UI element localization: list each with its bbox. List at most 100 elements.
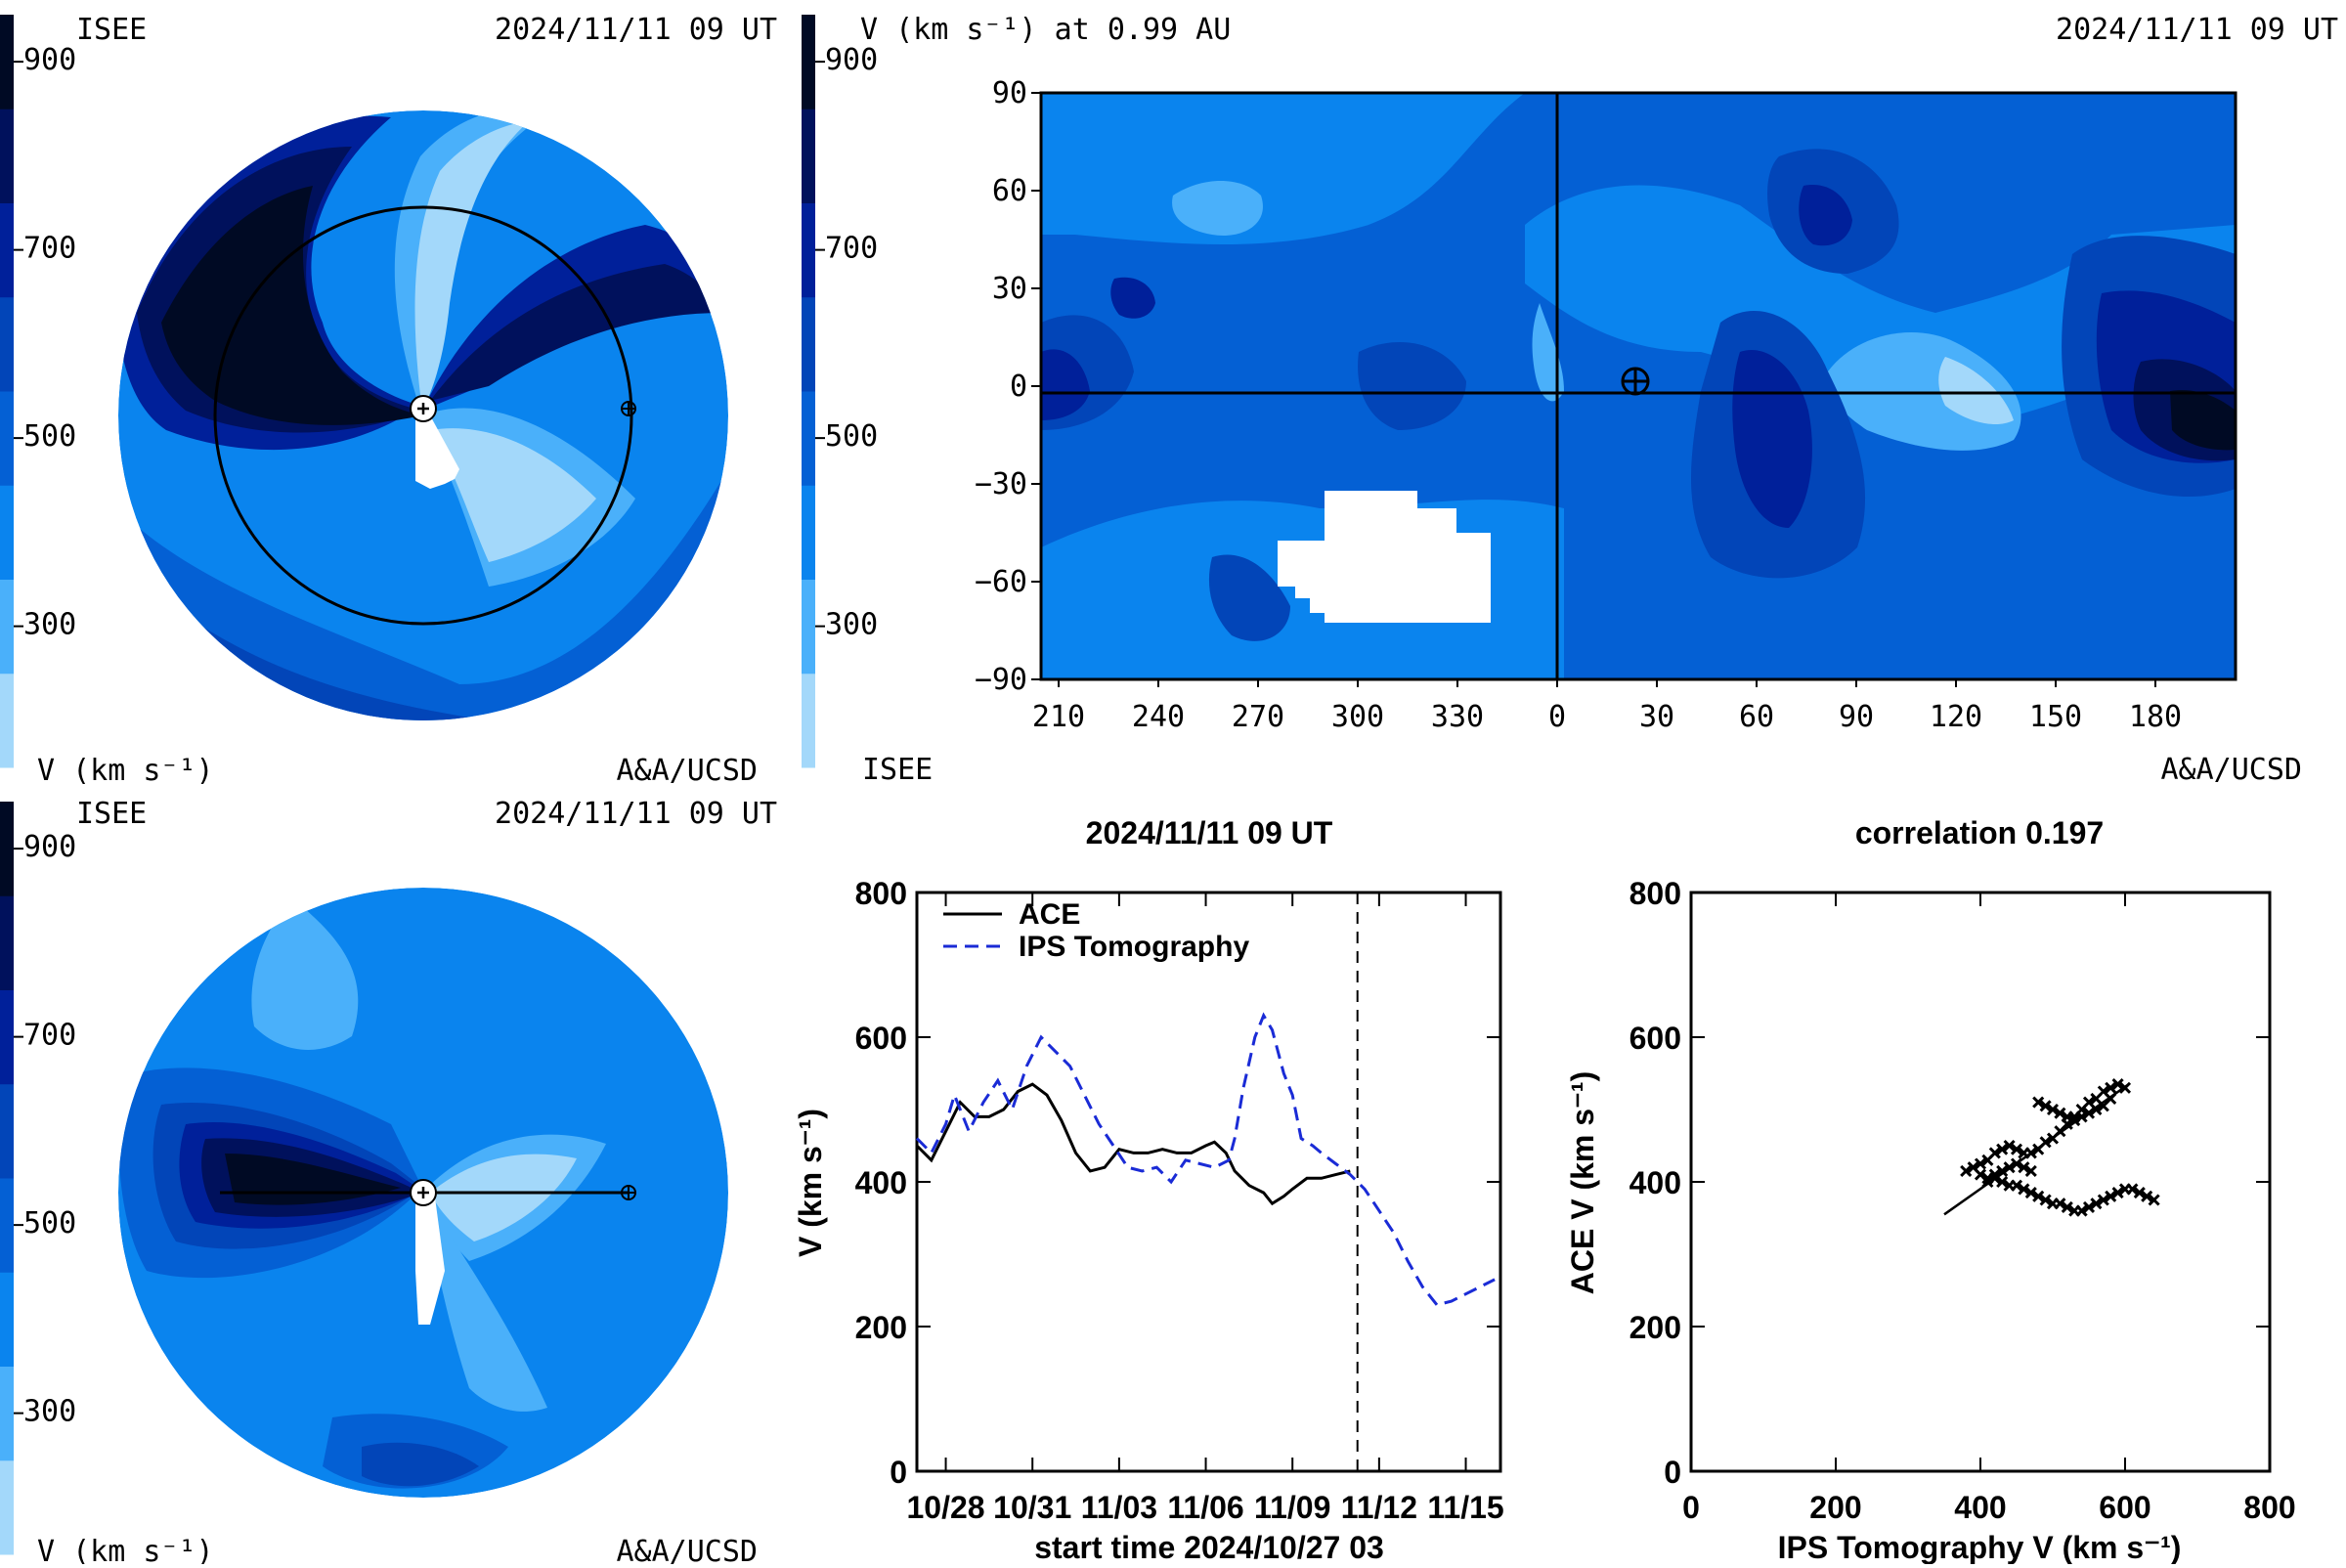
cb-tr-bin-7 <box>802 15 815 109</box>
sc-point-49 <box>2082 1200 2096 1213</box>
org-label-bottom-left: ISEE <box>76 797 147 831</box>
map-xtick-label-9: 120 <box>1930 700 1982 734</box>
panel-scatter: correlation 0.197 IPS Tomography V (km s… <box>1565 815 2296 1565</box>
ts-axes: 0 200 400 600 800 10/28 10/31 11/03 11/06 11/09 11… <box>855 876 1504 1525</box>
sc-point-27 <box>2061 1111 2073 1123</box>
org-label-top-right: ISEE <box>862 753 933 787</box>
map-xtick-label-0: 210 <box>1032 700 1085 734</box>
polar-b-darker-bottom <box>362 1442 479 1487</box>
ts-xtick-label-1: 10/31 <box>993 1490 1071 1525</box>
ts-frame <box>915 891 1502 1473</box>
sc-point-45 <box>2054 1198 2066 1210</box>
sc-point-4 <box>1988 1147 2001 1159</box>
map-ytick-label-6: −90 <box>975 663 1027 697</box>
time-label-bottom-left: 2024/11/11 09 UT <box>495 797 777 831</box>
sc-point-64 <box>2018 1161 2030 1174</box>
cb-tr-bin-2 <box>802 485 815 580</box>
map-region-light1 <box>1041 93 1525 244</box>
earth-cross-bottom <box>622 1186 635 1199</box>
ts-xtick-label-6: 11/15 <box>1427 1490 1503 1525</box>
map-xtick-label-3: 300 <box>1331 700 1384 734</box>
cb-tr-tick-label-1: 700 <box>825 232 878 266</box>
sc-point-31 <box>2090 1103 2103 1116</box>
sc-point-53 <box>2111 1187 2124 1199</box>
panel-bottom-left: 900 700 500 300 ISEE 2024/11/11 09 UT V (km… <box>0 797 777 1568</box>
cb-tl-bin-1 <box>0 579 14 675</box>
sc-point-56 <box>2133 1187 2146 1199</box>
cb-tl-bin-0 <box>0 673 14 768</box>
sc-ytick-label-2: 400 <box>1629 1165 1681 1200</box>
sc-point-6 <box>2003 1139 2016 1153</box>
colorbar-top-left: 900 700 500 300 <box>0 15 76 768</box>
sc-point-29 <box>2075 1111 2088 1123</box>
map-ytick-label-2: 30 <box>992 272 1027 306</box>
sc-point-24 <box>2039 1100 2052 1112</box>
sc-ytick-label-0: 0 <box>1664 1455 1681 1490</box>
credit-top-left: A&A/UCSD <box>617 754 759 788</box>
cb-tr-bin-6 <box>802 109 815 203</box>
cb-tl-tick-label-1: 700 <box>23 232 76 266</box>
colorbar-unit-top-left: V (km s⁻¹) <box>37 754 214 788</box>
map-title: V (km s⁻¹) at 0.99 AU <box>860 13 1231 47</box>
cb-bl-bin-0 <box>0 1459 14 1555</box>
map-region-darker2 <box>1799 185 1852 246</box>
sc-point-43 <box>2039 1194 2052 1206</box>
map-earth-cross <box>1623 369 1648 394</box>
sc-point-42 <box>2032 1190 2045 1202</box>
map-region-lightest <box>1938 357 2014 425</box>
sc-point-58 <box>2148 1194 2160 1206</box>
polar-map-top-left <box>118 110 728 720</box>
ts-series-line-0 <box>915 1082 1351 1206</box>
sc-point-57 <box>2141 1190 2153 1202</box>
map-ytick-label-3: 0 <box>1010 370 1027 404</box>
cb-bl-tick-label-2: 500 <box>23 1206 76 1241</box>
polar-b-lighter-top <box>251 899 359 1050</box>
sc-point-48 <box>2075 1204 2088 1217</box>
sun-cross-icon <box>417 403 429 414</box>
map-region-darker1 <box>1732 350 1812 528</box>
ts-legend: ACE IPS Tomography <box>943 898 1249 963</box>
sc-axes: 0 200 400 600 800 0 200 400 600 800 <box>1629 876 2296 1525</box>
sc-point-0 <box>1960 1164 1973 1177</box>
cb-tr-bin-0 <box>802 673 815 768</box>
map-xtick-label-6: 30 <box>1639 700 1674 734</box>
sc-point-65 <box>2024 1164 2037 1177</box>
map-region-darker5 <box>1110 277 1155 319</box>
sc-point-46 <box>2061 1200 2073 1213</box>
time-label-top-left: 2024/11/11 09 UT <box>495 13 777 47</box>
ts-ytick-label-1: 200 <box>855 1310 907 1345</box>
map-region-dark6 <box>1358 342 1466 430</box>
map-region-dark5 <box>1208 554 1290 641</box>
sc-points <box>1960 1078 2160 1217</box>
sc-ytick-label-4: 800 <box>1629 876 1681 911</box>
legend-label-ips: IPS Tomography <box>1019 931 1249 963</box>
map-xtick-label-8: 90 <box>1839 700 1874 734</box>
cb-tl-bin-7 <box>0 15 14 109</box>
map-ytick-label-5: −60 <box>975 565 1027 599</box>
polar-b-lightest-plume <box>430 1154 577 1241</box>
map-xtick-label-2: 270 <box>1232 700 1284 734</box>
sc-point-2 <box>1974 1157 1987 1170</box>
map-region-lighter2 <box>1172 181 1263 236</box>
sc-point-51 <box>2097 1194 2109 1206</box>
sc-ytick-label-3: 600 <box>1629 1021 1681 1056</box>
map-region-light2 <box>1525 185 2236 430</box>
cb-tr-tick-label-2: 500 <box>825 419 878 454</box>
sc-point-52 <box>2105 1190 2117 1202</box>
cb-tl-bin-3 <box>0 391 14 486</box>
cb-bl-tick-label-1: 700 <box>23 1019 76 1053</box>
cb-tr-bin-1 <box>802 579 815 675</box>
time-label-top-right: 2024/11/11 09 UT <box>2056 13 2338 47</box>
cb-tr-tick-label-0: 900 <box>825 43 878 77</box>
sc-point-26 <box>2054 1107 2066 1119</box>
sc-xtick-label-0: 0 <box>1682 1490 1700 1525</box>
polar-b-light-stream <box>422 1193 547 1412</box>
credit-bottom-left: A&A/UCSD <box>617 1535 759 1564</box>
ts-ytick-label-4: 800 <box>855 876 907 911</box>
legend-label-ace: ACE <box>1019 898 1080 931</box>
cb-tr-bin-3 <box>802 391 815 486</box>
